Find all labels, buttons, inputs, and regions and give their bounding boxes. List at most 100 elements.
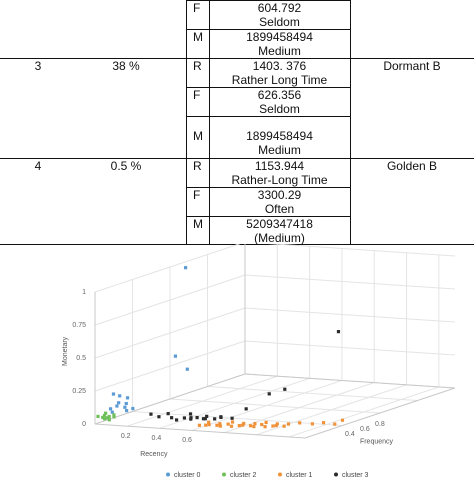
- data-point: [197, 423, 202, 427]
- recency-axis: [94, 423, 306, 439]
- data-point: [264, 420, 268, 425]
- legend-label: cluster 1: [286, 472, 313, 479]
- data-point: [183, 266, 188, 270]
- data-point: [185, 367, 189, 371]
- metric-value: 5209347418: [246, 217, 313, 231]
- cluster-number: 3: [34, 59, 42, 73]
- data-point: [244, 407, 248, 411]
- z-tick-label: 0: [82, 421, 86, 428]
- data-point: [241, 423, 245, 427]
- y-tick-label: 0.8: [375, 421, 385, 428]
- z-tick-label: 0.75: [72, 322, 86, 329]
- data-point: [263, 425, 267, 429]
- data-point: [110, 410, 114, 414]
- data-point: [226, 422, 230, 426]
- data-point: [213, 417, 217, 421]
- box-edge: [244, 373, 456, 389]
- z-axis-label: Monetary: [62, 336, 69, 366]
- data-point: [274, 423, 278, 428]
- legend-label: cluster 3: [342, 472, 369, 479]
- data-point: [101, 415, 105, 420]
- data-point: [107, 418, 111, 422]
- axis-labels: Recency Frequency Monetary: [62, 336, 394, 458]
- data-point: [205, 414, 209, 418]
- legend-marker: [222, 472, 226, 477]
- data-point: [218, 422, 222, 426]
- data-point: [123, 405, 127, 409]
- data-point: [131, 406, 135, 411]
- data-point: [112, 413, 116, 417]
- data-point: [170, 416, 174, 420]
- metric-key: R: [193, 159, 202, 173]
- floor-gridline: [207, 386, 418, 401]
- data-point: [215, 423, 219, 427]
- data-point: [102, 417, 107, 421]
- data-point: [282, 424, 286, 428]
- metric-column-divider: [186, 0, 187, 244]
- cluster-name: Golden B: [386, 159, 438, 173]
- data-point: [204, 423, 208, 427]
- data-point: [111, 392, 116, 396]
- data-point: [189, 416, 193, 420]
- data-point: [252, 424, 256, 429]
- data-point: [336, 330, 341, 334]
- subrow-divider: [186, 216, 350, 217]
- y-tick-label: 0.6: [360, 426, 370, 433]
- cluster-share: 38 %: [112, 59, 140, 73]
- data-point: [248, 424, 253, 428]
- data-point: [230, 420, 235, 424]
- metric-key: M: [193, 217, 203, 231]
- data-point: [207, 420, 211, 424]
- metric-value: 626.356: [257, 88, 302, 102]
- data-point: [118, 394, 122, 398]
- metric-label: Medium: [258, 143, 301, 157]
- x-tick-label: 0.2: [121, 433, 131, 440]
- data-point: [253, 422, 257, 426]
- legend-label: cluster 0: [174, 472, 201, 479]
- row-divider: [0, 58, 474, 59]
- data-point: [124, 401, 128, 406]
- metric-label: Rather-Long Time: [231, 173, 328, 187]
- data-points: [96, 266, 345, 429]
- metric-key: R: [193, 59, 202, 73]
- z-gridline: [244, 307, 456, 323]
- subrow-divider: [186, 116, 350, 117]
- cluster-name: Dormant B: [383, 59, 441, 73]
- x-tick-label: 0.6: [182, 437, 192, 444]
- subrow-divider: [186, 29, 350, 30]
- plot-axes: [94, 244, 456, 439]
- metric-label: Seldom: [259, 15, 300, 29]
- data-point: [195, 416, 199, 420]
- data-point: [173, 354, 178, 358]
- data-point: [283, 387, 287, 391]
- rfm-table: F 604.792 Seldom M 1899458494 Medium 3 3…: [0, 0, 474, 245]
- metric-key: M: [193, 30, 203, 44]
- subrow-divider: [186, 87, 350, 88]
- data-point: [333, 422, 337, 426]
- z-gridline: [267, 244, 456, 257]
- data-point: [201, 417, 206, 421]
- data-point: [286, 422, 291, 426]
- metric-value: 1403. 376: [252, 59, 307, 73]
- value-column-right-divider: [350, 0, 351, 244]
- x-axis-label: Recency: [140, 451, 168, 458]
- metric-label: Rather Long Time: [231, 73, 328, 87]
- data-point: [117, 401, 121, 405]
- data-point: [267, 392, 271, 396]
- cluster-number: 4: [34, 159, 42, 173]
- data-point: [112, 415, 116, 419]
- row-divider: [0, 158, 474, 159]
- data-point: [229, 424, 234, 428]
- data-point: [125, 396, 130, 400]
- row-divider: [186, 0, 350, 1]
- metric-value: 1899458494: [246, 129, 313, 143]
- z-tick-label: 0.5: [76, 355, 86, 362]
- data-point: [108, 407, 113, 411]
- legend-label: cluster 2: [230, 472, 257, 479]
- legend: cluster 0 cluster 2 cluster 1 cluster 3: [166, 472, 369, 479]
- z-gridline: [244, 274, 456, 290]
- data-point: [174, 418, 179, 422]
- z-tick-label: 1: [82, 289, 86, 296]
- metric-value: 1899458494: [246, 30, 313, 44]
- metric-label: Seldom: [259, 102, 300, 116]
